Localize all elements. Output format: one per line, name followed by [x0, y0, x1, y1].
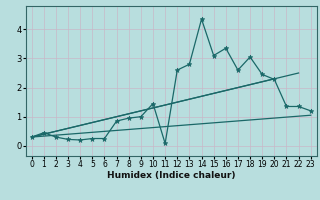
X-axis label: Humidex (Indice chaleur): Humidex (Indice chaleur) — [107, 171, 236, 180]
